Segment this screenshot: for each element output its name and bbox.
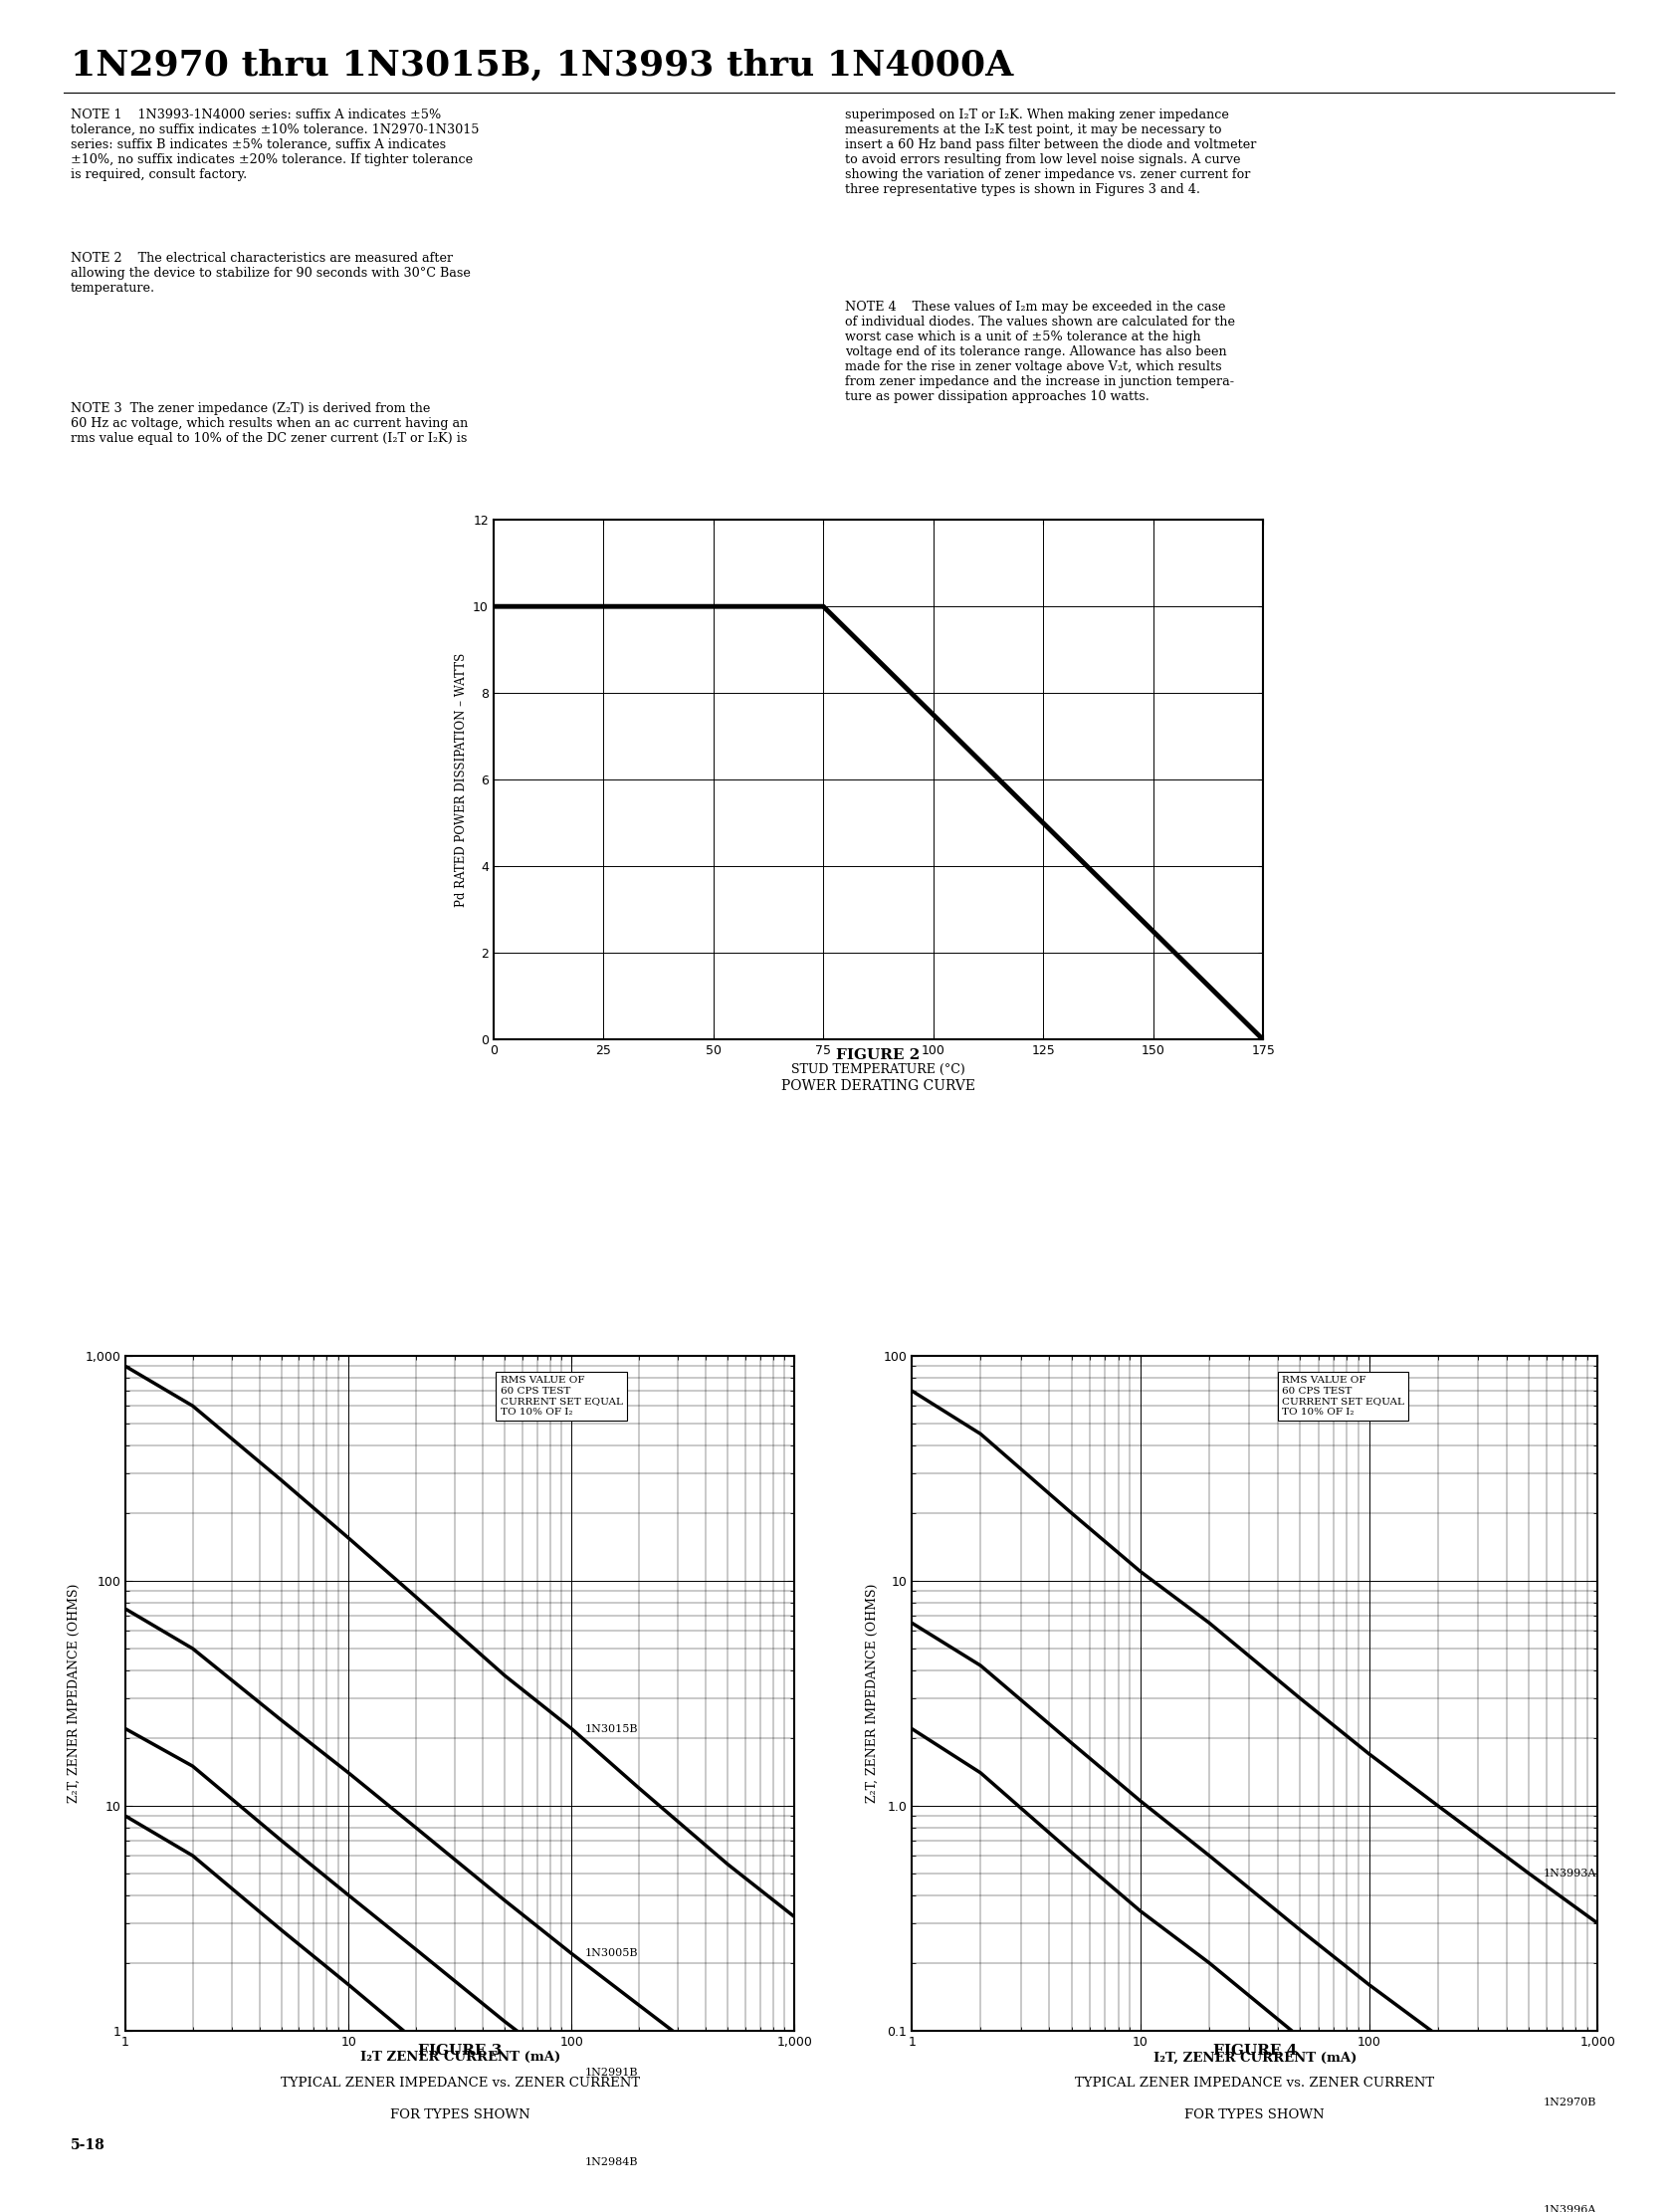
Text: FOR TYPES SHOWN: FOR TYPES SHOWN: [1184, 2108, 1324, 2121]
Text: 1N2970B: 1N2970B: [1542, 2097, 1595, 2108]
Text: 1N2970 thru 1N3015B, 1N3993 thru 1N4000A: 1N2970 thru 1N3015B, 1N3993 thru 1N4000A: [70, 49, 1013, 82]
Text: 1N2984B: 1N2984B: [585, 2157, 639, 2168]
Text: NOTE 2    The electrical characteristics are measured after
allowing the device : NOTE 2 The electrical characteristics ar…: [70, 252, 470, 294]
Text: FIGURE 3: FIGURE 3: [418, 2044, 502, 2057]
Text: FIGURE 4: FIGURE 4: [1212, 2044, 1296, 2057]
Text: RMS VALUE OF
60 CPS TEST
CURRENT SET EQUAL
TO 10% OF I₂: RMS VALUE OF 60 CPS TEST CURRENT SET EQU…: [1281, 1376, 1403, 1416]
Text: FIGURE 2: FIGURE 2: [836, 1048, 920, 1062]
Text: FOR TYPES SHOWN: FOR TYPES SHOWN: [390, 2108, 530, 2121]
X-axis label: I₂T, ZENER CURRENT (mA): I₂T, ZENER CURRENT (mA): [1152, 2051, 1356, 2064]
Text: 1N3996A: 1N3996A: [1542, 2205, 1595, 2212]
Text: RMS VALUE OF
60 CPS TEST
CURRENT SET EQUAL
TO 10% OF I₂: RMS VALUE OF 60 CPS TEST CURRENT SET EQU…: [500, 1376, 622, 1416]
Y-axis label: Z₂T, ZENER IMPEDANCE (OHMS): Z₂T, ZENER IMPEDANCE (OHMS): [866, 1584, 878, 1803]
Text: NOTE 3  The zener impedance (Z₂T) is derived from the
60 Hz ac voltage, which re: NOTE 3 The zener impedance (Z₂T) is deri…: [70, 403, 468, 445]
Text: 1N3005B: 1N3005B: [585, 1949, 639, 1958]
X-axis label: STUD TEMPERATURE (°C): STUD TEMPERATURE (°C): [791, 1064, 965, 1075]
Text: 1N2991B: 1N2991B: [585, 2068, 639, 2077]
Y-axis label: Pd RATED POWER DISSIPATION – WATTS: Pd RATED POWER DISSIPATION – WATTS: [455, 653, 466, 907]
Text: POWER DERATING CURVE: POWER DERATING CURVE: [781, 1079, 975, 1093]
Text: 1N3015B: 1N3015B: [585, 1723, 639, 1734]
Text: 5-18: 5-18: [70, 2139, 105, 2152]
Text: TYPICAL ZENER IMPEDANCE vs. ZENER CURRENT: TYPICAL ZENER IMPEDANCE vs. ZENER CURREN…: [1075, 2077, 1433, 2090]
Text: superimposed on I₂T or I₂K. When making zener impedance
measurements at the I₂K : superimposed on I₂T or I₂K. When making …: [844, 108, 1256, 197]
Text: NOTE 4    These values of I₂m may be exceeded in the case
of individual diodes. : NOTE 4 These values of I₂m may be exceed…: [844, 301, 1234, 403]
X-axis label: I₂T ZENER CURRENT (mA): I₂T ZENER CURRENT (mA): [359, 2051, 560, 2064]
Y-axis label: Z₂T, ZENER IMPEDANCE (OHMS): Z₂T, ZENER IMPEDANCE (OHMS): [69, 1584, 80, 1803]
Text: 1N3993A: 1N3993A: [1542, 1869, 1595, 1878]
Text: NOTE 1    1N3993-1N4000 series: suffix A indicates ±5%
tolerance, no suffix indi: NOTE 1 1N3993-1N4000 series: suffix A in…: [70, 108, 478, 181]
Text: TYPICAL ZENER IMPEDANCE vs. ZENER CURRENT: TYPICAL ZENER IMPEDANCE vs. ZENER CURREN…: [281, 2077, 639, 2090]
